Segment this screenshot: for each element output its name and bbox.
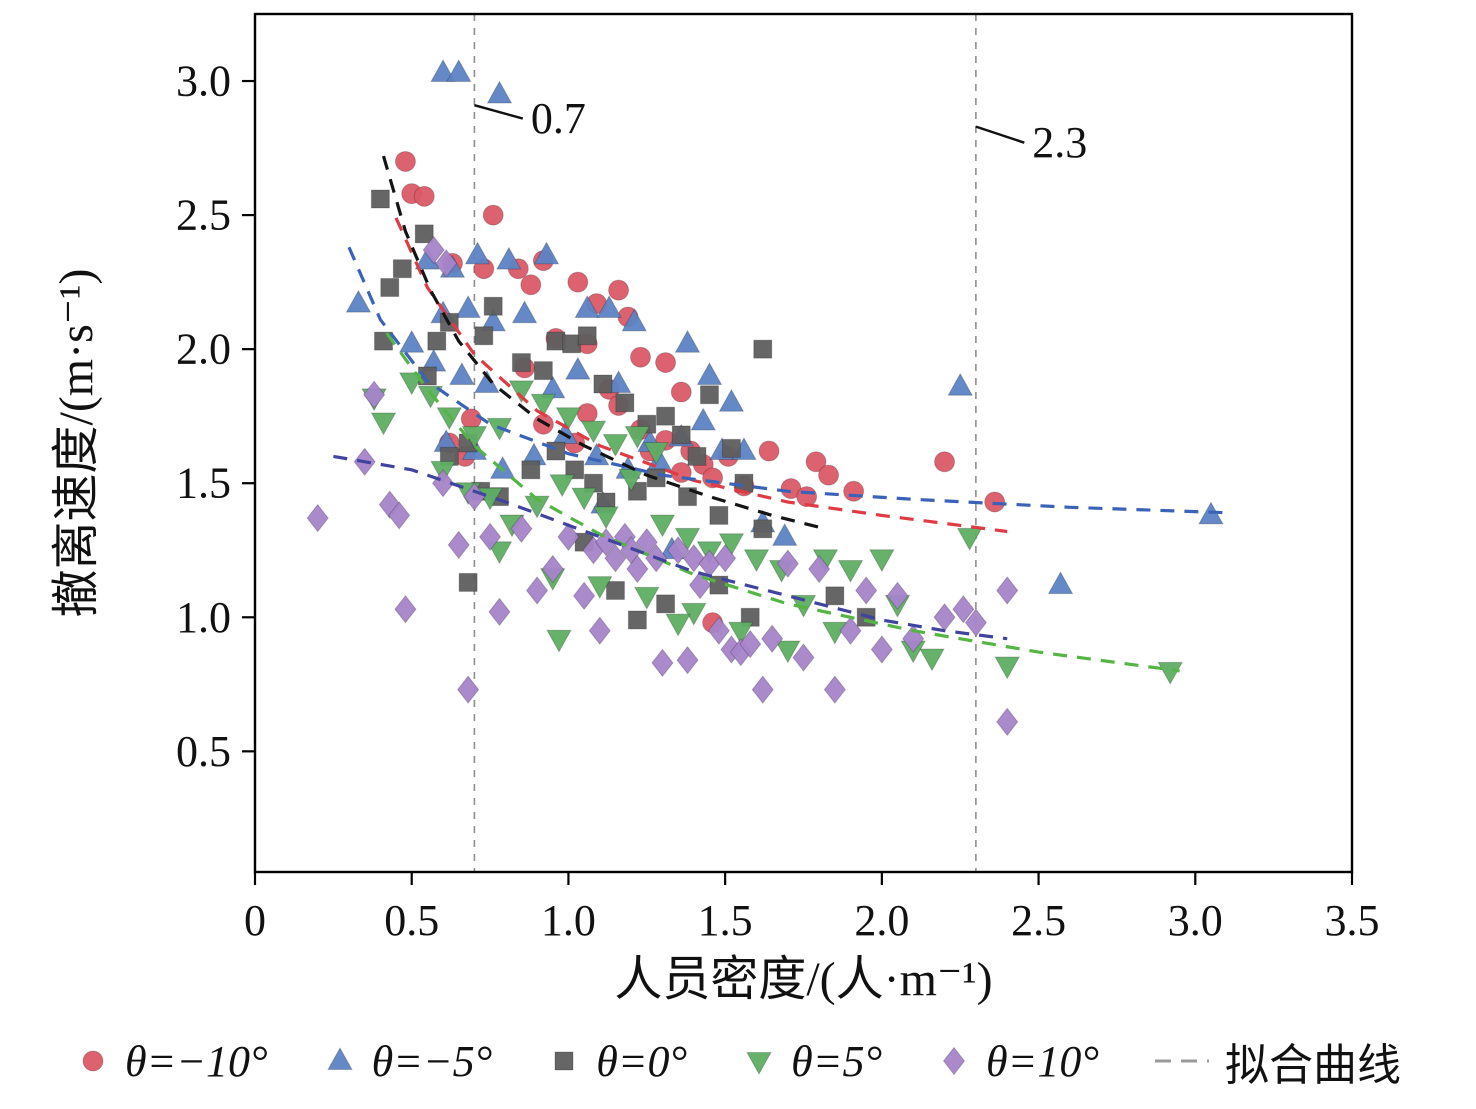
scatter-plot: 0.7 2.3 0 0.5 1.0 1.5 2.0 2.5 3.0 3.5 0.5 1.0 1.5 2.0… (50, 12, 1380, 1006)
y-tick-label: 0.5 (176, 727, 231, 776)
legend-item-1: θ=−5° (322, 1036, 493, 1087)
legend-label: θ=10° (986, 1036, 1099, 1086)
y-axis-title: 撤离速度/(m·s⁻¹) (50, 268, 103, 617)
x-tick-label: 2.0 (854, 896, 909, 945)
y-tick-label: 1.5 (176, 459, 231, 508)
triangle-down-marker-icon (746, 1052, 772, 1076)
axes: 0 0.5 1.0 1.5 2.0 2.5 3.0 3.5 0.5 1.0 1.5 2.0 2.5 3.0… (50, 12, 1380, 1006)
x-tick-label: 1.0 (541, 896, 596, 945)
y-tick-label: 2.5 (176, 191, 231, 240)
x-axis-title: 人员密度/(人·m⁻¹) (614, 953, 992, 1006)
dashed-line-icon (1154, 1059, 1209, 1063)
legend-label: θ=−10° (125, 1036, 268, 1086)
legend-item-4: θ=10° (936, 1036, 1099, 1087)
series-4-points (306, 235, 1019, 737)
circle-marker-icon (82, 1050, 104, 1072)
legend-item-0: θ=−10° (75, 1036, 268, 1087)
triangle-up-marker-icon (326, 1046, 353, 1070)
chart-legend: θ=−10° θ=−5° θ=0° θ=5° θ=10° 拟合曲线 (0, 1013, 1476, 1109)
fit-curves (333, 155, 1227, 673)
y-tick-label: 1.0 (176, 593, 231, 642)
x-tick-label: 3.5 (1325, 896, 1380, 945)
y-tick-label: 2.0 (176, 325, 231, 374)
reference-lines (473, 14, 977, 872)
legend-item-3: θ=5° (741, 1036, 882, 1087)
legend-label-fit: 拟合曲线 (1224, 1041, 1401, 1090)
reference-annotations: 0.7 2.3 (474, 94, 1087, 167)
legend-item-2: θ=0° (546, 1036, 687, 1087)
legend-item-fit-curve: 拟合曲线 (1153, 1029, 1401, 1093)
legend-label: θ=5° (791, 1036, 883, 1086)
diamond-marker-icon (942, 1046, 966, 1076)
legend-label: θ=−5° (371, 1036, 493, 1086)
x-tick-label: 0.5 (384, 896, 439, 945)
x-tick-label: 3.0 (1168, 896, 1223, 945)
y-tick-label: 3.0 (176, 57, 231, 106)
x-tick-label: 0 (244, 896, 266, 945)
x-tick-label: 2.5 (1011, 896, 1066, 945)
series-2-points (370, 189, 876, 630)
square-marker-icon (554, 1051, 574, 1071)
ref-line-label: 0.7 (531, 94, 586, 143)
legend-label: θ=0° (596, 1036, 688, 1086)
x-tick-label: 1.5 (698, 896, 753, 945)
ref-line-label: 2.3 (1032, 118, 1087, 167)
